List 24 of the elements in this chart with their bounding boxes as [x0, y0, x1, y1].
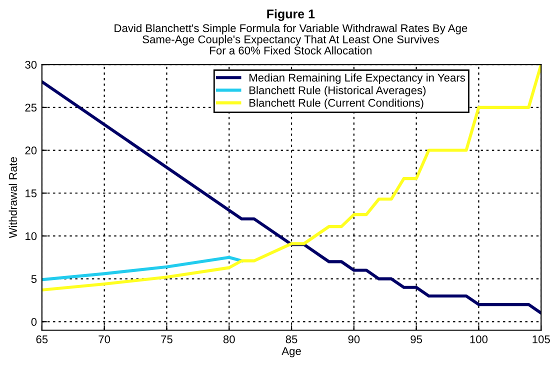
y-tick-label: 10	[26, 232, 37, 240]
x-tick-label: 95	[410, 335, 422, 344]
x-tick-label: 105	[532, 335, 550, 344]
chart-subtitle: David Blanchett's Simple Formula for Variable Withdrawal Rates By Age Same-Age Couple's Expectancy That At Least One Survives For a 60% Fixed Stock Allocation	[114, 24, 468, 54]
x-tick-label: 85	[286, 335, 298, 344]
y-tick-label: 25	[25, 104, 37, 112]
x-tick-label: 75	[161, 336, 172, 344]
x-tick-label: 100	[470, 335, 488, 344]
x-tick-label: 65	[36, 335, 48, 344]
chart-title: Figure 1	[267, 9, 315, 21]
legend-label: Blanchett Rule (Historical Averages)	[250, 86, 426, 96]
x-tick-label: 90	[348, 335, 360, 344]
legend-label: Blanchett Rule (Current Conditions)	[250, 98, 424, 109]
y-tick-label: 30	[25, 60, 37, 69]
x-tick-label: 70	[98, 335, 110, 344]
legend-label: Median Remaining Life Expectancy in Years	[250, 73, 466, 84]
y-tick-label: 20	[25, 146, 37, 154]
y-tick-label: 15	[26, 190, 37, 198]
x-axis-title: Age	[282, 347, 301, 358]
y-tick-label: 0	[31, 318, 37, 326]
line-series	[42, 256, 244, 282]
y-axis-title: Withdrawal Rate	[8, 157, 17, 238]
x-tick-label: 80	[223, 335, 235, 344]
y-tick-label: 5	[31, 275, 37, 283]
